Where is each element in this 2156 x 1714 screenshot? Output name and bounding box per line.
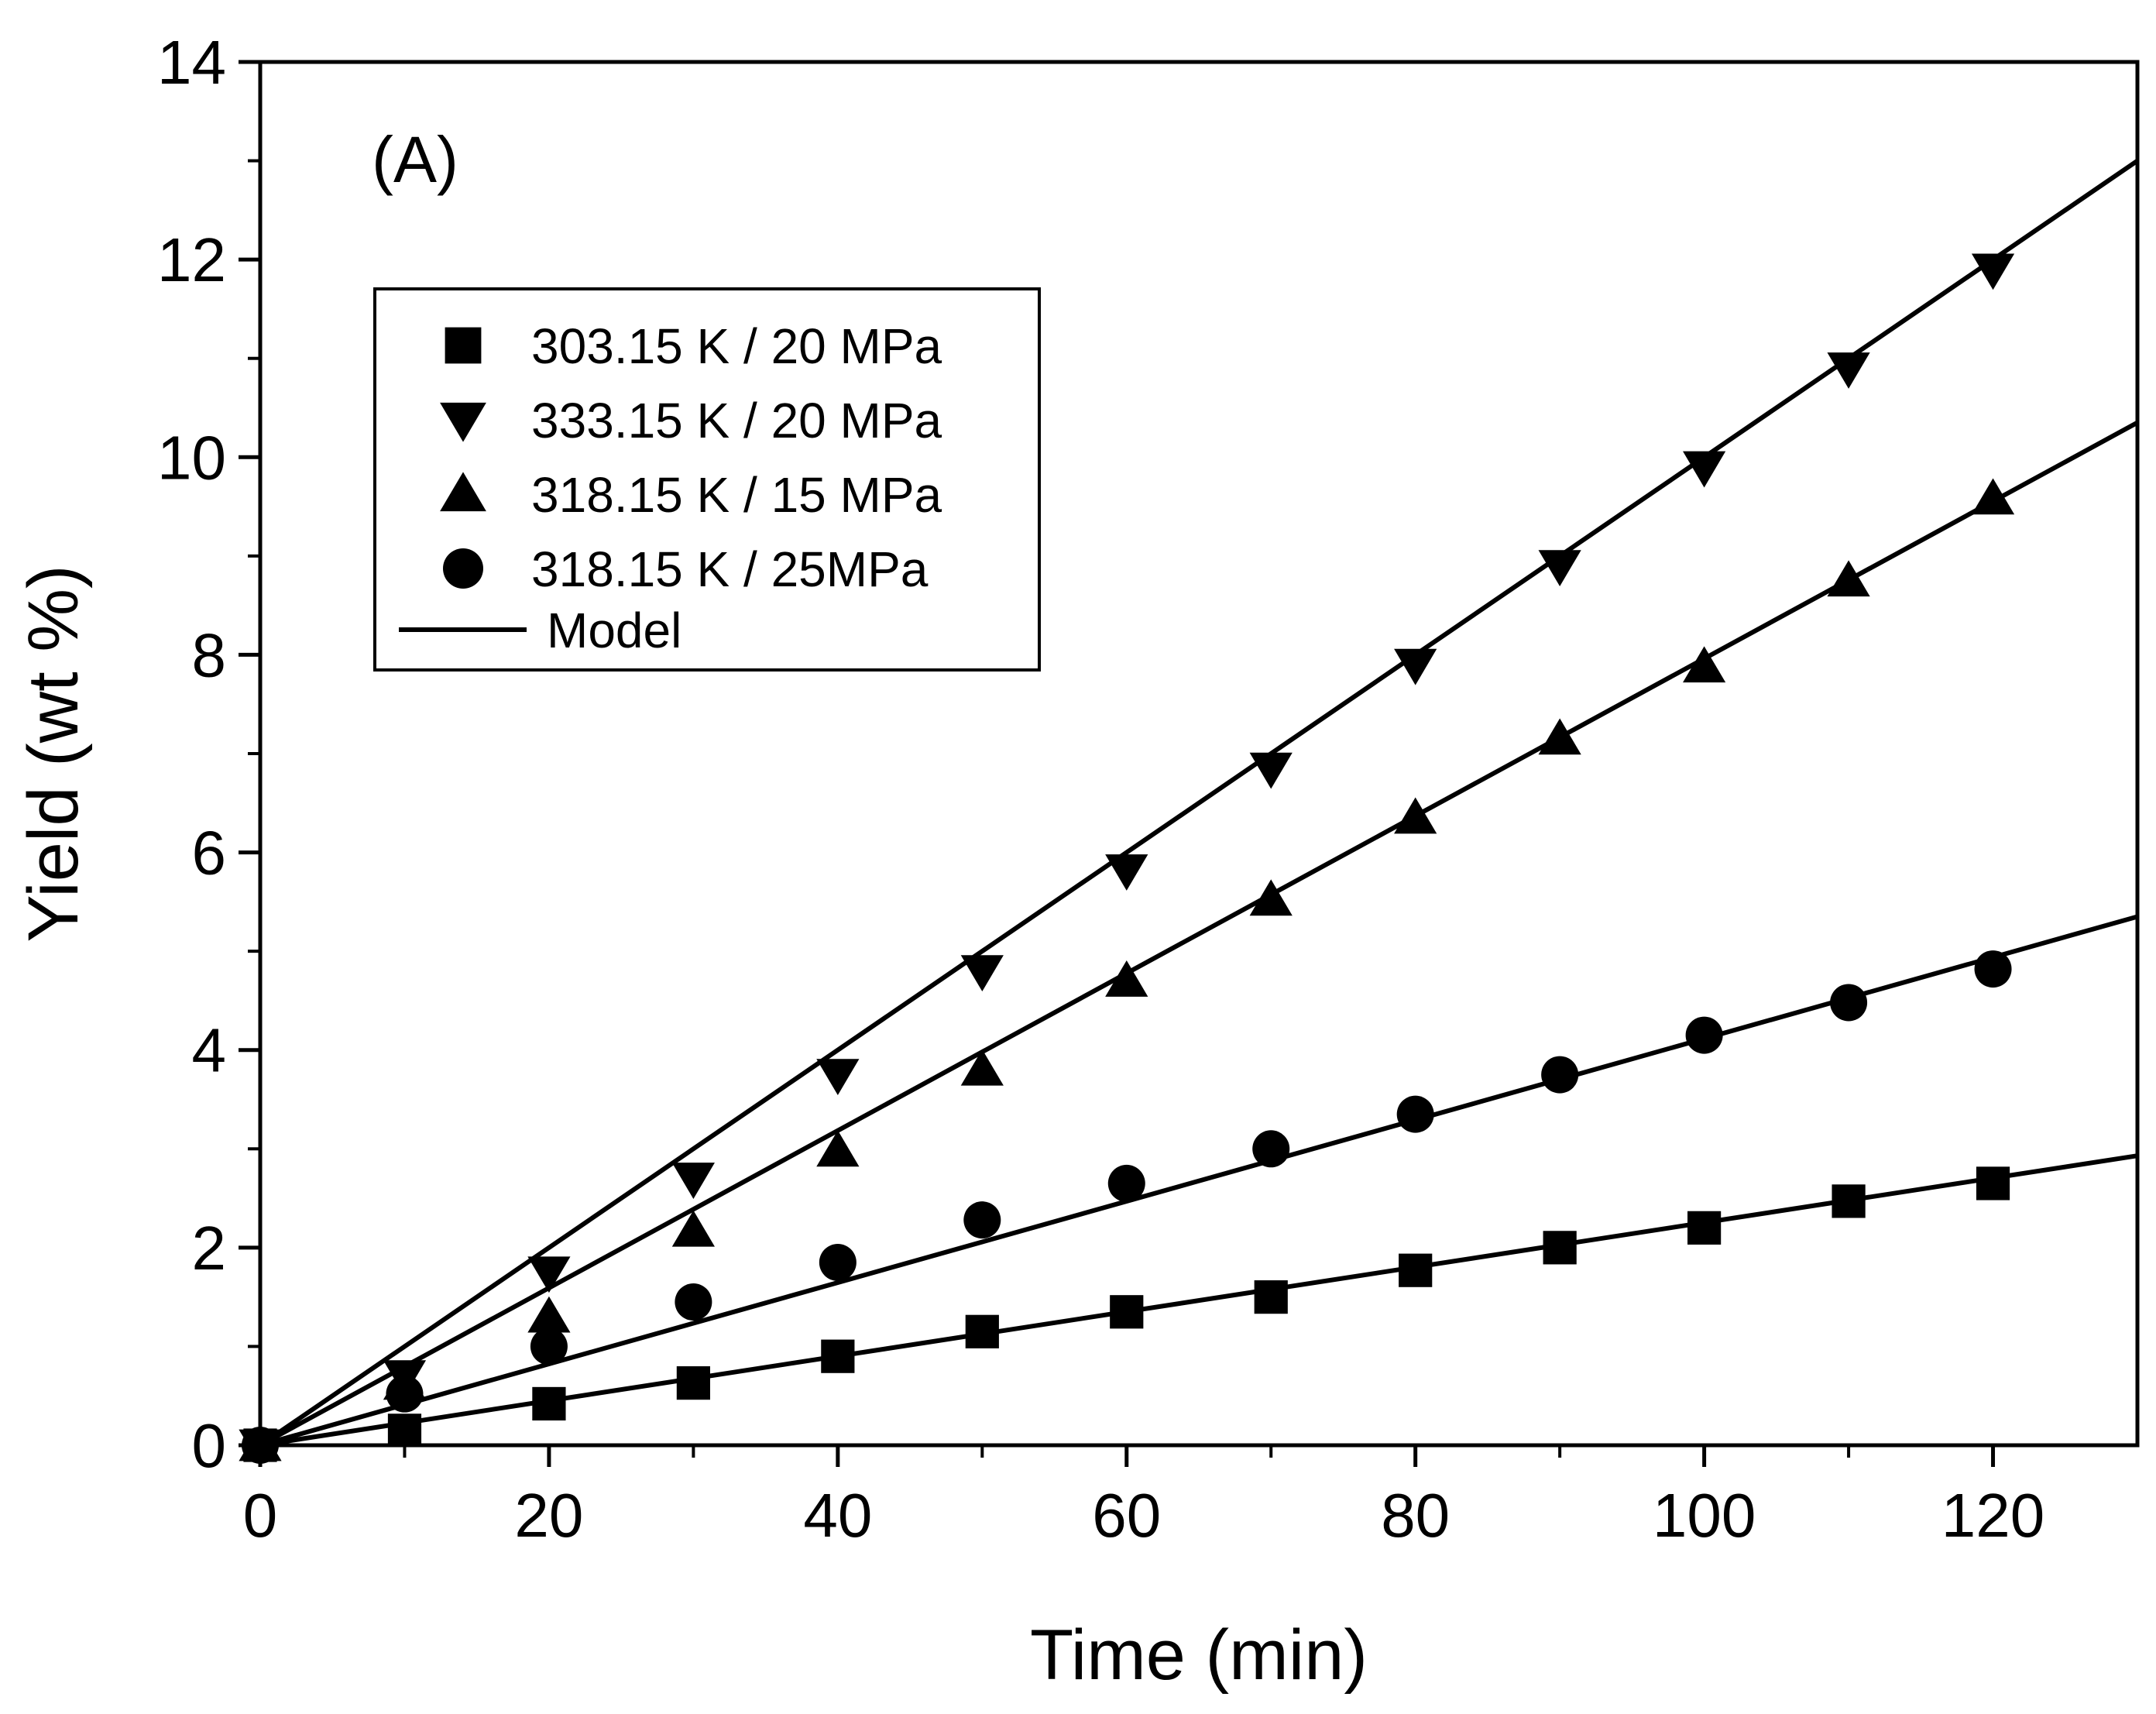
x-tick-label: 100 — [1653, 1481, 1756, 1550]
x-tick-label: 40 — [803, 1481, 872, 1550]
data-point-triangle-down — [1105, 854, 1148, 891]
data-point-circle — [1107, 1164, 1145, 1202]
data-point-circle — [1830, 984, 1868, 1022]
data-point-triangle-up — [527, 1296, 571, 1333]
data-point-triangle-down — [1249, 752, 1293, 789]
x-tick-label: 120 — [1941, 1481, 2044, 1550]
y-tick-label: 4 — [192, 1016, 227, 1085]
x-tick-label: 0 — [243, 1481, 278, 1550]
data-point-triangle-up — [1249, 879, 1293, 916]
data-point-square — [1543, 1231, 1577, 1265]
y-axis-title: Yield (wt %) — [14, 565, 93, 942]
data-point-triangle-down — [816, 1059, 860, 1096]
data-point-circle — [1974, 950, 2012, 988]
data-point-circle — [386, 1375, 424, 1413]
data-point-square — [1976, 1166, 2010, 1200]
y-tick-label: 10 — [157, 423, 226, 492]
legend: 303.15 K / 20 MPa 333.15 K / 20 MPa 318.15… — [373, 287, 1041, 672]
axis-tick-labels: 0 20 40 60 80 100 120 0 2 4 6 8 10 12 14 — [157, 28, 2044, 1550]
data-point-circle — [530, 1328, 568, 1365]
y-tick-label: 12 — [157, 225, 226, 294]
legend-marker-triangle-up — [440, 472, 486, 512]
panel-label: (A) — [372, 123, 458, 196]
data-point-circle — [1541, 1056, 1579, 1094]
legend-label: 318.15 K / 25MPa — [531, 541, 929, 597]
legend-marker-circle — [443, 548, 483, 589]
data-point-triangle-down — [1827, 352, 1870, 389]
x-tick-label: 60 — [1092, 1481, 1161, 1550]
data-point-triangle-down — [1394, 648, 1437, 685]
data-point-square — [1399, 1253, 1433, 1287]
data-point-circle — [819, 1243, 857, 1281]
legend-label: 333.15 K / 20 MPa — [531, 393, 942, 448]
plot-area-frame — [258, 60, 2140, 1448]
legend-label: 303.15 K / 20 MPa — [531, 318, 942, 374]
data-point-triangle-down — [527, 1256, 571, 1293]
data-point-square — [1110, 1295, 1144, 1329]
data-point-triangle-up — [1827, 560, 1870, 597]
data-point-triangle-down — [960, 955, 1004, 992]
model-line — [259, 159, 2139, 1448]
model-line — [259, 1153, 2138, 1448]
data-point-square — [1254, 1280, 1288, 1314]
y-tick-label: 0 — [192, 1411, 227, 1480]
data-point-square — [532, 1386, 566, 1421]
data-point-triangle-down — [1971, 253, 2015, 290]
data-point-triangle-down — [671, 1163, 715, 1199]
data-point-triangle-down — [1538, 550, 1581, 587]
y-tick-label: 8 — [192, 620, 227, 689]
data-point-square — [1687, 1211, 1722, 1245]
data-point-circle — [963, 1201, 1001, 1239]
data-point-triangle-up — [671, 1210, 715, 1247]
model-line — [259, 914, 2138, 1448]
legend-marker-square — [445, 327, 482, 364]
legend-model-label: Model — [547, 603, 681, 658]
data-point-circle — [1685, 1016, 1723, 1054]
data-point-triangle-up — [1538, 718, 1581, 755]
data-point-square — [387, 1413, 422, 1448]
data-point-triangle-up — [1683, 646, 1726, 683]
data-point-triangle-up — [1394, 797, 1437, 834]
data-point-square — [1832, 1184, 1866, 1218]
data-point-circle — [1252, 1130, 1290, 1168]
x-tick-label: 20 — [514, 1481, 583, 1550]
data-point-square — [821, 1339, 855, 1373]
data-point-triangle-down — [1683, 451, 1726, 488]
data-point-square — [965, 1314, 999, 1348]
legend-marker-triangle-down — [440, 402, 486, 442]
x-tick-label: 80 — [1381, 1481, 1450, 1550]
y-tick-label: 2 — [192, 1214, 227, 1283]
data-point-triangle-up — [1971, 478, 2015, 515]
legend-label: 318.15 K / 15 MPa — [531, 467, 942, 523]
model-lines — [259, 159, 2139, 1448]
data-point-triangle-up — [1105, 960, 1148, 997]
data-point-square — [676, 1366, 710, 1400]
y-tick-label: 6 — [192, 819, 227, 888]
data-point-triangle-up — [816, 1130, 860, 1167]
axis-ticks — [239, 60, 1996, 1467]
legend-box — [373, 287, 1041, 672]
data-point-circle — [675, 1283, 712, 1321]
model-line — [259, 421, 2139, 1448]
data-point-circle — [1396, 1095, 1434, 1133]
x-axis-title: Time (min) — [1030, 1616, 1368, 1695]
y-tick-label: 14 — [157, 28, 226, 97]
data-markers — [239, 253, 2015, 1466]
data-point-triangle-up — [960, 1049, 1004, 1086]
